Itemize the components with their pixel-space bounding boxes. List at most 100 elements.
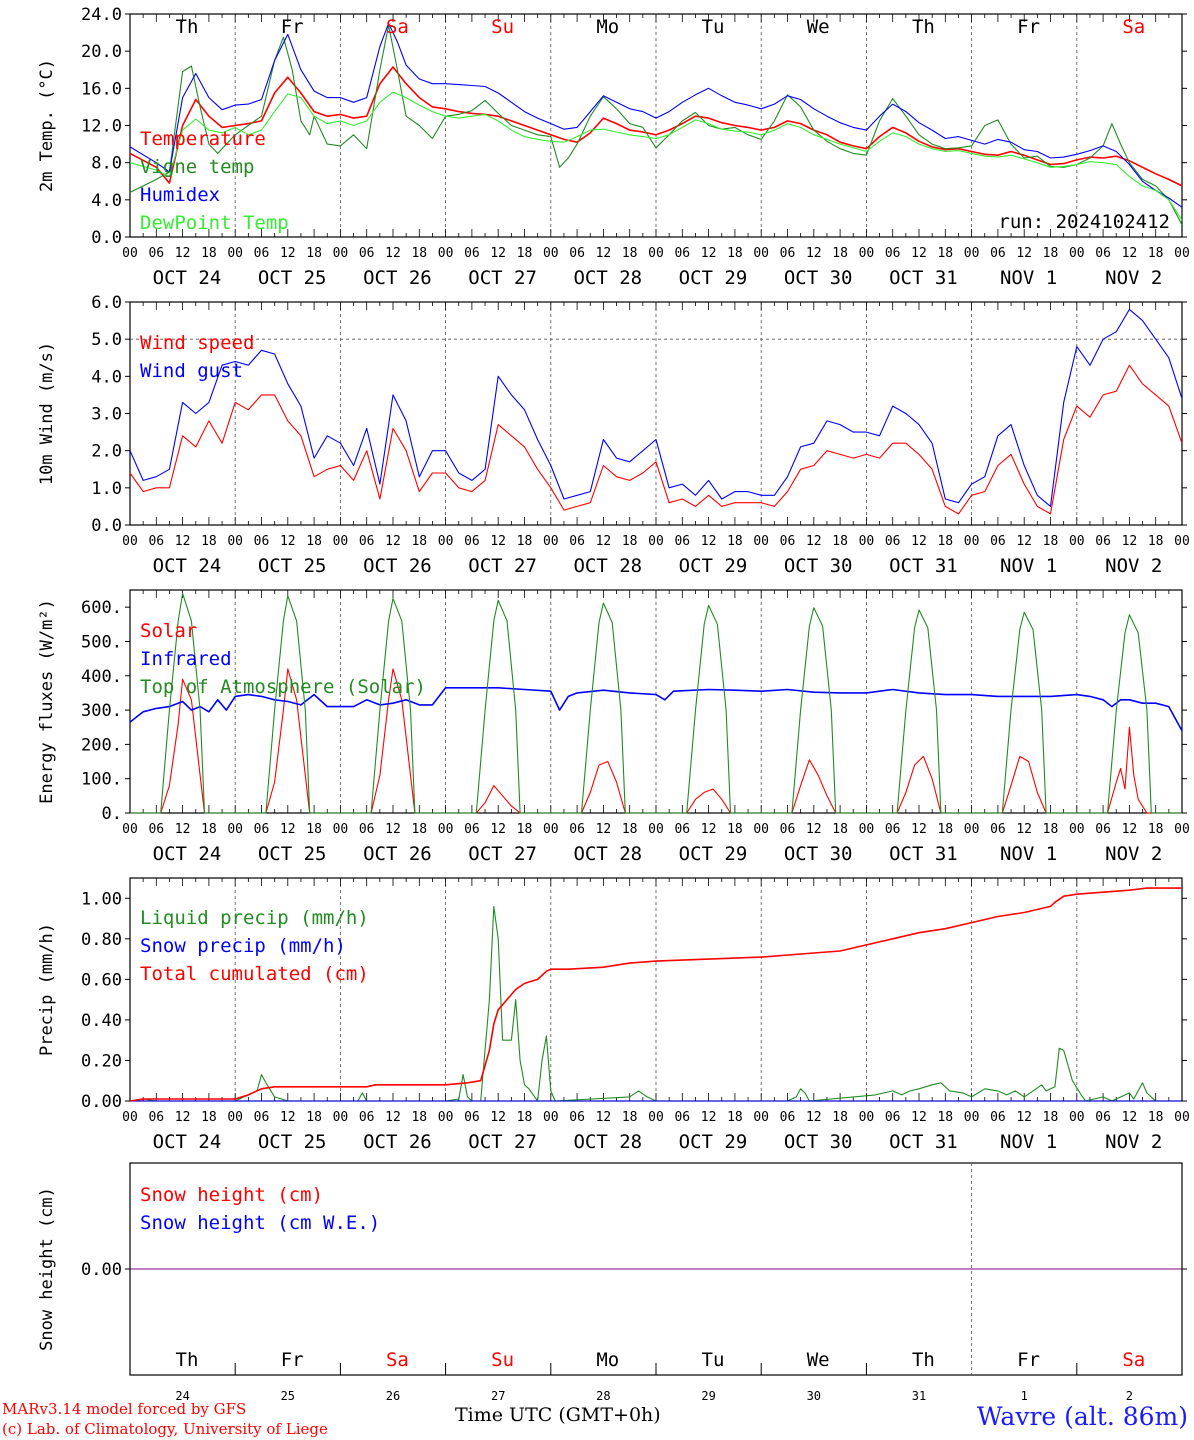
hour-label: 12	[490, 246, 506, 261]
hour-label: 00	[648, 246, 664, 261]
hour-label: 12	[701, 534, 717, 549]
y-axis-label: Energy fluxes (W/m²)	[37, 599, 57, 804]
hour-label: 18	[727, 822, 743, 837]
legend-entry: Vigne temp	[140, 156, 254, 178]
hour-label: 00	[333, 246, 349, 261]
panel-1: 0.0 4.0 8.0 12.0 16.0 20.0 24.0 2m Temp. (°C) Te…	[37, 5, 1190, 289]
hour-label: 12	[1016, 822, 1032, 837]
weekday-label: Sa	[386, 1349, 409, 1371]
hour-label: 06	[359, 1110, 375, 1125]
series-line-wind-speed	[129, 364, 1183, 515]
legend-entry: Snow height (cm)	[140, 1184, 323, 1206]
hour-label: 00	[122, 822, 138, 837]
hour-label: 00	[753, 534, 769, 549]
weekday-label: Tu	[702, 1349, 725, 1371]
day-number-label: 31	[912, 1389, 926, 1403]
hour-label: 18	[622, 822, 638, 837]
date-label: OCT 30	[784, 1131, 853, 1153]
hour-label: 18	[1043, 1110, 1059, 1125]
hour-label: 18	[201, 534, 217, 549]
hour-label: 18	[306, 1110, 322, 1125]
y-axis-label: 10m Wind (m/s)	[37, 342, 57, 485]
hour-label: 06	[464, 1110, 480, 1125]
weekday-label: Sa	[386, 16, 409, 38]
y-tick-label: 0.00	[81, 1092, 122, 1112]
hour-label: 00	[1069, 1110, 1085, 1125]
hour-label: 18	[517, 822, 533, 837]
hour-label: 00	[438, 1110, 454, 1125]
hour-label: 06	[780, 822, 796, 837]
day-number-label: 27	[491, 1389, 505, 1403]
date-label: OCT 28	[573, 1131, 642, 1153]
hour-label: 12	[1122, 246, 1138, 261]
hour-label: 18	[1148, 534, 1164, 549]
hour-label: 06	[464, 822, 480, 837]
hour-label: 06	[148, 246, 164, 261]
hour-label: 06	[1095, 534, 1111, 549]
hour-label: 00	[227, 1110, 243, 1125]
date-label: NOV 2	[1105, 555, 1162, 577]
series-line-wind-gust	[129, 308, 1183, 507]
y-tick-label: 500.	[81, 632, 122, 652]
hour-label: 00	[1069, 246, 1085, 261]
hour-label: 12	[701, 822, 717, 837]
legend-entry: Snow precip (mm/h)	[140, 935, 346, 957]
hour-label: 18	[727, 246, 743, 261]
plot-frame	[129, 301, 1183, 526]
hour-label: 00	[753, 822, 769, 837]
hour-label: 12	[280, 246, 296, 261]
weekday-label: We	[807, 1349, 830, 1371]
y-tick-label: 8.0	[91, 154, 122, 174]
hour-label: 00	[543, 1110, 559, 1125]
y-tick-label: 1.00	[81, 889, 122, 909]
hour-label: 12	[911, 1110, 927, 1125]
hour-label: 00	[227, 822, 243, 837]
hour-label: 18	[306, 246, 322, 261]
legend-entry: DewPoint Temp	[140, 212, 289, 234]
hour-label: 00	[648, 822, 664, 837]
hour-label: 00	[1174, 246, 1190, 261]
date-label: OCT 28	[573, 555, 642, 577]
y-tick-label: 300.	[81, 701, 122, 721]
panel-2: 0.0 1.0 2.0 3.0 4.0 5.0 6.0 10m Wind (m/s) Wind …	[37, 293, 1190, 577]
hour-label: 06	[254, 534, 270, 549]
hour-label: 18	[832, 246, 848, 261]
hour-label: 12	[385, 822, 401, 837]
hour-label: 06	[254, 822, 270, 837]
hour-label: 12	[490, 822, 506, 837]
y-tick-label: 20.0	[81, 42, 122, 62]
weekday-label: Su	[491, 16, 514, 38]
date-label: OCT 25	[258, 267, 327, 289]
weekday-label: Th	[912, 16, 935, 38]
series-line-dewpoint-temp	[129, 91, 1183, 221]
hour-label: 06	[1095, 246, 1111, 261]
hour-label: 12	[1016, 534, 1032, 549]
hour-label: 18	[937, 534, 953, 549]
hour-label: 06	[885, 246, 901, 261]
day-number-label: 29	[701, 1389, 715, 1403]
weekday-label: Sa	[1122, 1349, 1145, 1371]
date-label: OCT 29	[679, 843, 748, 865]
y-tick-label: 0.80	[81, 930, 122, 950]
date-label: OCT 26	[363, 555, 432, 577]
hour-label: 06	[254, 246, 270, 261]
series-line-temperature	[129, 66, 1183, 187]
date-label: NOV 2	[1105, 267, 1162, 289]
hour-label: 06	[674, 246, 690, 261]
day-number-label: 26	[386, 1389, 400, 1403]
hour-label: 06	[990, 246, 1006, 261]
day-number-label: 24	[175, 1389, 189, 1403]
weekday-label: Fr	[1017, 16, 1040, 38]
y-tick-label: 0.20	[81, 1051, 122, 1071]
hour-label: 18	[411, 534, 427, 549]
hour-label: 00	[1174, 1110, 1190, 1125]
weekday-label: Mo	[596, 1349, 619, 1371]
date-label: NOV 1	[1000, 267, 1057, 289]
legend-entry: Infrared	[140, 648, 232, 670]
hour-label: 12	[385, 1110, 401, 1125]
hour-label: 18	[411, 1110, 427, 1125]
hour-label: 18	[832, 534, 848, 549]
y-tick-label: 0.40	[81, 1011, 122, 1031]
hour-label: 00	[333, 822, 349, 837]
y-tick-label: 3.0	[91, 405, 122, 425]
